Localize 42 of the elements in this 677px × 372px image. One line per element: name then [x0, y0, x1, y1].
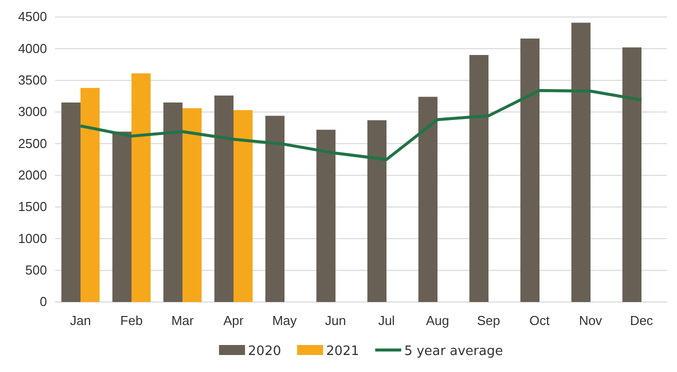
- y-tick-label: 2500: [18, 136, 47, 151]
- y-tick-label: 4000: [18, 40, 47, 56]
- y-tick-label: 3000: [18, 104, 47, 120]
- x-tick-label: Apr: [223, 313, 244, 328]
- bar: [520, 38, 540, 302]
- x-tick-label: Mar: [171, 313, 194, 328]
- bar: [214, 96, 234, 302]
- x-tick-label: Aug: [426, 313, 450, 328]
- bar: [418, 96, 438, 302]
- y-tick-label: 3500: [18, 72, 47, 88]
- x-tick-label: Dec: [630, 313, 654, 328]
- legend-label: 2020: [248, 344, 282, 359]
- x-tick-label: Jan: [70, 313, 91, 328]
- y-tick-label: 0: [40, 294, 47, 310]
- bar: [469, 55, 488, 302]
- bar: [132, 73, 151, 302]
- x-tick-label: Jul: [378, 313, 395, 328]
- bar: [622, 47, 642, 302]
- bar: [265, 116, 284, 302]
- x-tick-label: Feb: [120, 313, 143, 328]
- x-tick-label: Jun: [325, 313, 346, 328]
- y-tick-label: 1000: [18, 230, 47, 246]
- bar: [182, 108, 202, 302]
- y-tick-label: 2000: [18, 167, 47, 182]
- bar: [234, 110, 253, 302]
- x-tick-label: Oct: [529, 313, 550, 328]
- legend-label: 5 year average: [404, 344, 503, 359]
- bar: [367, 120, 386, 302]
- line-series: [79, 88, 643, 161]
- bar: [163, 102, 182, 302]
- y-tick-label: 500: [25, 262, 47, 278]
- x-tick-label: Nov: [578, 313, 603, 328]
- y-tick-label: 1500: [18, 199, 47, 214]
- bar: [80, 88, 100, 302]
- bar: [316, 130, 336, 302]
- y-tick-label: 4500: [18, 9, 47, 24]
- x-tick-label: Sep: [476, 313, 500, 328]
- x-tick-label: May: [272, 313, 298, 328]
- bar: [112, 132, 132, 302]
- legend-label: 2021: [326, 344, 360, 359]
- bar: [571, 22, 590, 302]
- bar: [61, 102, 80, 302]
